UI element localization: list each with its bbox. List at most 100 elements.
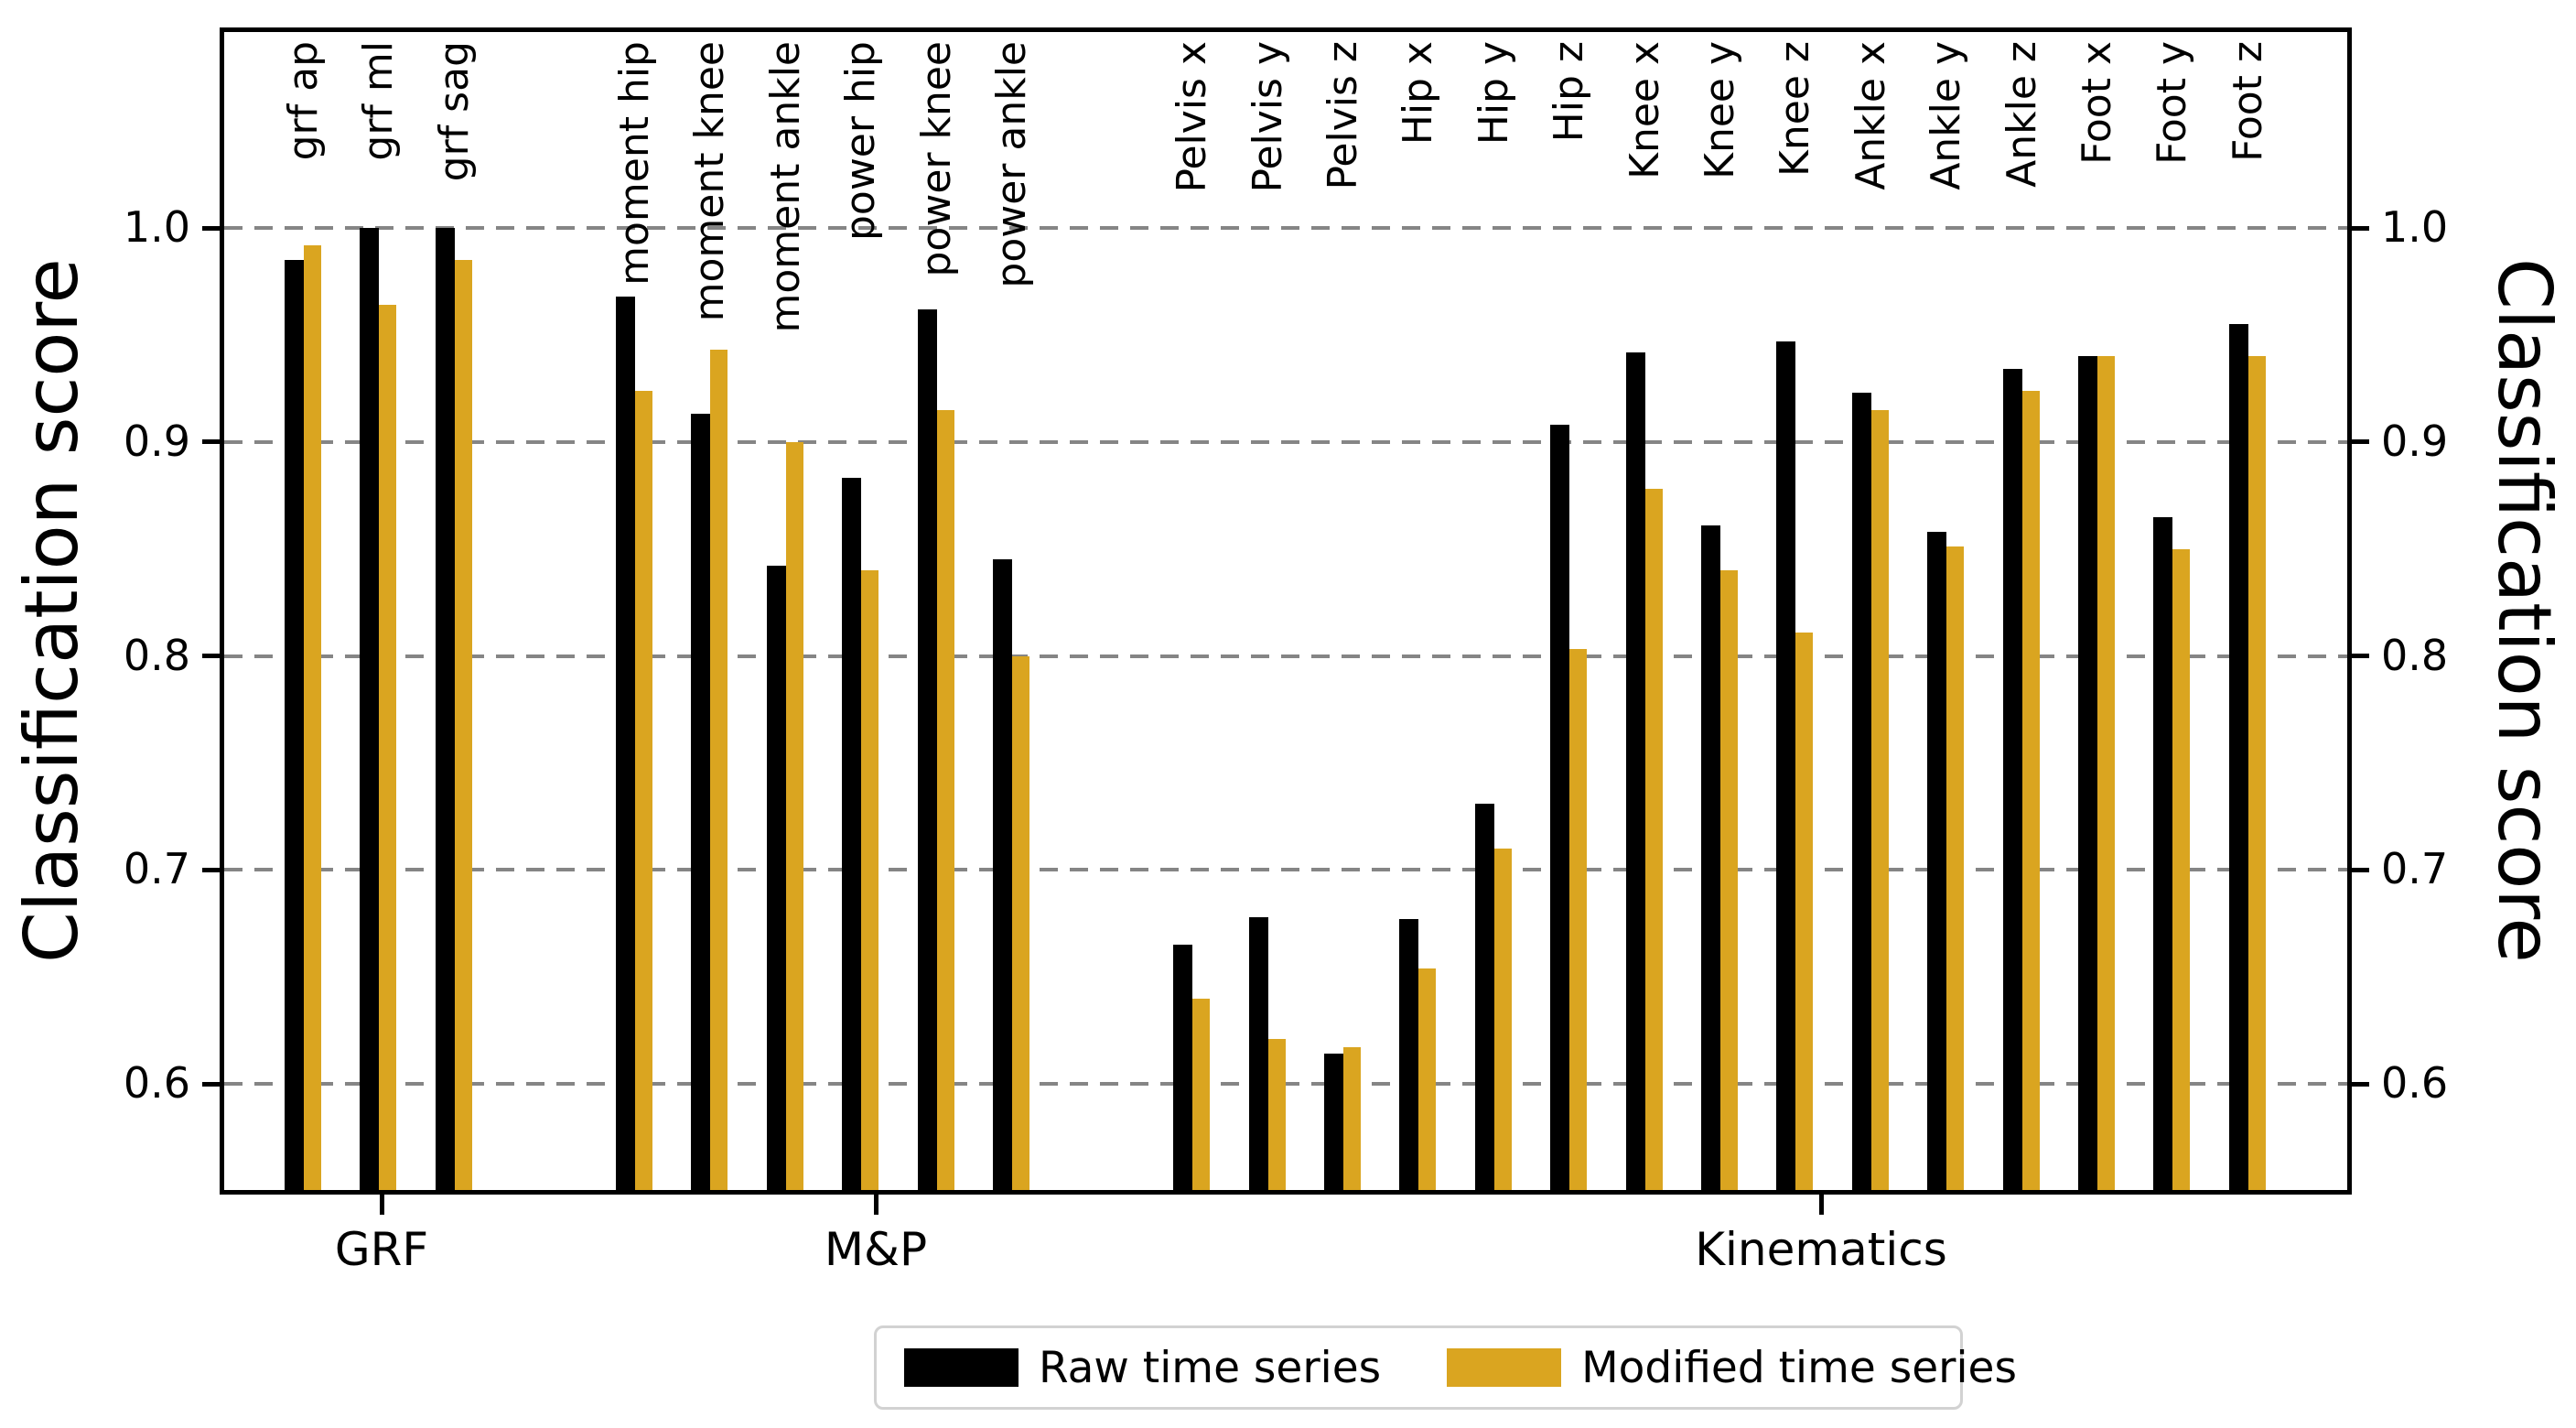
bar-raw-power-ankle (993, 559, 1012, 1190)
bar-raw-hip-x (1399, 919, 1419, 1190)
bar-raw-moment-hip (616, 296, 635, 1190)
bar-raw-foot-z (2228, 324, 2248, 1190)
bar-raw-ankle-y (1927, 531, 1947, 1190)
bar-label-ankle-z: Ankle z (1998, 41, 2045, 188)
bar-raw-moment-ankle (766, 566, 786, 1190)
bar-label-hip-y: Hip y (1470, 41, 1517, 146)
y-tick-left (202, 225, 220, 231)
legend: Raw time series Modified time series (874, 1325, 2017, 1410)
bar-modified-ankle-y (1946, 546, 1965, 1190)
legend-item-modified: Modified time series (1447, 1347, 2017, 1390)
y-tick-right (2352, 654, 2369, 658)
y-tick-left (202, 1081, 220, 1087)
bar-raw-power-knee (917, 308, 937, 1190)
y-tick-right (2352, 867, 2369, 872)
bar-modified-grf-ml (379, 305, 397, 1190)
gridline (224, 226, 2347, 230)
bar-modified-ankle-x (1870, 409, 1889, 1190)
bar-raw-pelvis-y (1248, 916, 1268, 1190)
bar-label-foot-z: Foot z (2224, 41, 2271, 162)
bar-modified-ankle-z (2021, 390, 2040, 1190)
bar-raw-foot-x (2078, 356, 2097, 1190)
bar-label-hip-z: Hip z (1546, 41, 1593, 143)
bar-modified-hip-x (1418, 968, 1437, 1190)
y-axis-label-right: Classification score (2482, 258, 2567, 963)
bar-modified-power-hip (861, 570, 879, 1190)
bar-modified-knee-z (1795, 632, 1814, 1190)
bar-modified-foot-z (2247, 356, 2266, 1190)
bar-modified-foot-x (2097, 356, 2115, 1190)
bar-label-foot-y: Foot y (2149, 41, 2196, 165)
bar-label-hip-x: Hip x (1395, 41, 1442, 146)
bar-label-grf-sag: grf sag (430, 41, 478, 182)
bar-label-pelvis-y: Pelvis y (1244, 41, 1291, 193)
y-axis-label-left: Classification score (9, 258, 94, 963)
bar-label-moment-ankle: moment ankle (761, 41, 809, 333)
bar-label-grf-ap: grf ap (280, 41, 327, 161)
y-tick-left (202, 654, 220, 658)
bar-modified-grf-sag (454, 260, 472, 1190)
legend-label-modified: Modified time series (1581, 1342, 2017, 1393)
y-tick-label-right: 1.0 (2381, 202, 2449, 252)
bar-raw-power-hip (842, 478, 862, 1190)
y-tick-label-right: 0.7 (2381, 844, 2449, 894)
bar-raw-grf-ml (360, 228, 380, 1190)
bar-raw-grf-ap (285, 260, 304, 1190)
x-tick-kinematics (1818, 1195, 1824, 1215)
gridline (224, 868, 2347, 872)
bar-label-knee-x: Knee x (1621, 41, 1668, 179)
y-tick-left (202, 867, 220, 872)
bar-modified-moment-hip (635, 390, 652, 1190)
bar-raw-hip-y (1474, 803, 1494, 1190)
bar-modified-hip-y (1493, 848, 1512, 1190)
legend-swatch-raw (904, 1348, 1019, 1387)
bar-modified-pelvis-z (1343, 1047, 1361, 1190)
bar-modified-moment-ankle (785, 441, 803, 1190)
bar-label-power-ankle: power ankle (988, 41, 1035, 288)
y-tick-label-left: 1.0 (123, 202, 190, 252)
bar-raw-foot-y (2153, 516, 2173, 1190)
bar-label-pelvis-x: Pelvis x (1169, 41, 1216, 193)
bar-label-power-hip: power hip (837, 41, 885, 242)
bar-modified-grf-ap (304, 244, 321, 1190)
bar-label-moment-hip: moment hip (611, 41, 658, 286)
y-tick-right (2352, 225, 2369, 231)
legend-swatch-modified (1447, 1348, 1562, 1387)
y-tick-label-right: 0.6 (2381, 1058, 2449, 1108)
bar-raw-ankle-x (1851, 392, 1871, 1190)
bar-label-ankle-x: Ankle x (1847, 41, 1894, 190)
bar-raw-pelvis-x (1173, 945, 1193, 1190)
y-tick-label-left: 0.9 (123, 416, 190, 466)
gridline (224, 1082, 2347, 1086)
bar-raw-pelvis-z (1324, 1054, 1343, 1190)
bar-label-moment-knee: moment knee (686, 41, 734, 322)
bar-label-knee-y: Knee y (1697, 41, 1743, 179)
legend-label-raw: Raw time series (1039, 1342, 1382, 1393)
bar-raw-knee-x (1625, 352, 1645, 1190)
bar-raw-hip-z (1550, 425, 1570, 1190)
y-tick-right (2352, 439, 2369, 445)
bar-raw-knee-y (1701, 525, 1720, 1190)
bar-modified-hip-z (1569, 649, 1588, 1190)
bar-label-foot-x: Foot x (2074, 41, 2120, 165)
y-tick-label-right: 0.8 (2381, 630, 2449, 680)
x-group-label-m-p: M&P (824, 1223, 928, 1276)
bar-label-pelvis-z: Pelvis z (1320, 41, 1366, 190)
y-tick-label-left: 0.6 (123, 1058, 190, 1108)
bar-raw-moment-knee (691, 414, 711, 1190)
x-group-label-grf: GRF (334, 1223, 429, 1276)
bar-modified-foot-y (2172, 548, 2191, 1190)
bar-label-grf-ml: grf ml (355, 41, 403, 161)
y-tick-left (202, 439, 220, 445)
y-tick-label-right: 0.9 (2381, 416, 2449, 466)
bar-modified-knee-x (1644, 489, 1663, 1190)
bar-modified-pelvis-y (1267, 1038, 1286, 1190)
y-tick-label-left: 0.7 (123, 844, 190, 894)
bar-modified-power-knee (936, 409, 954, 1190)
bar-raw-grf-sag (435, 228, 455, 1190)
legend-item-raw: Raw time series (904, 1347, 1381, 1390)
bar-raw-ankle-z (2002, 369, 2022, 1190)
x-tick-grf (379, 1195, 384, 1215)
bar-label-power-knee: power knee (912, 41, 960, 277)
